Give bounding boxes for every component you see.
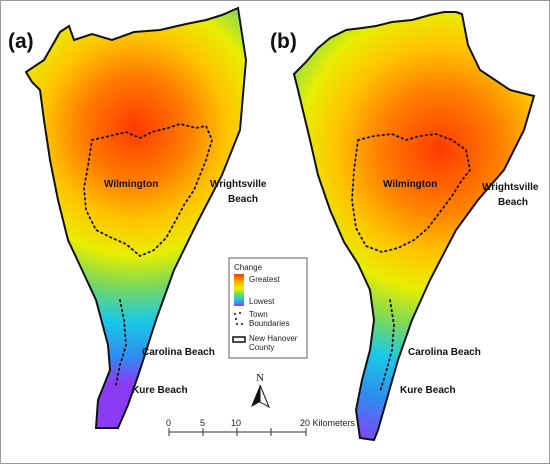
- panel-b-label: (b): [270, 30, 297, 53]
- north-arrow-right-icon: [259, 384, 271, 409]
- town-dots-icon: [234, 312, 243, 325]
- north-arrow-left-icon: [251, 385, 260, 407]
- county-outline-icon: [232, 336, 246, 343]
- legend-lowest: Lowest: [249, 297, 275, 306]
- legend-greatest: Greatest: [249, 275, 280, 284]
- panel-a-town-wilmington: Wilmington: [104, 179, 158, 190]
- scale-tick-10: 10: [231, 418, 241, 428]
- panel-a-label: (a): [8, 30, 34, 53]
- panel-b-town-kure-beach: Kure Beach: [400, 385, 456, 396]
- scale-tick-0: 0: [166, 418, 171, 428]
- panel-a-town-carolina-beach: Carolina Beach: [142, 347, 215, 358]
- panel-b-town-wilmington: Wilmington: [383, 179, 437, 190]
- panel-a-town-wrightsville: Wrightsville: [210, 179, 267, 190]
- legend-title: Change: [234, 263, 263, 272]
- panel-b-town-wrightsville: Wrightsville: [482, 182, 539, 193]
- panel-a-town-beach: Beach: [228, 194, 258, 205]
- legend-county-line1: New Hanover: [249, 334, 298, 343]
- scale-bar: 0 5 10 20 Kilometers: [166, 418, 356, 436]
- north-label: N: [256, 372, 264, 384]
- panel-b: (b) Wilmington Wrightsville Beach Caroli…: [270, 11, 539, 441]
- scale-tick-5: 5: [200, 418, 205, 428]
- legend-town-line2: Boundaries: [249, 319, 289, 328]
- panel-a-town-boundary: [83, 123, 213, 258]
- legend-color-ramp: [234, 274, 244, 306]
- north-arrow: N: [251, 372, 271, 409]
- panel-b-town-carolina-beach: Carolina Beach: [408, 347, 481, 358]
- panel-a-beach-boundary: [115, 299, 127, 386]
- panel-b-town-beach: Beach: [498, 197, 528, 208]
- panel-b-town-boundary: [351, 133, 471, 253]
- legend-county-line2: County: [249, 343, 274, 352]
- panel-a-town-kure-beach: Kure Beach: [132, 385, 188, 396]
- panel-a: (a) Wilmington Wrightsville Beach Caroli…: [8, 7, 267, 429]
- legend-town-line1: Town: [249, 310, 268, 319]
- legend: Change Greatest Lowest Town Boundaries N…: [228, 257, 308, 359]
- scale-tick-20: 20 Kilometers: [300, 418, 356, 428]
- panel-b-beach-boundary: [379, 299, 395, 393]
